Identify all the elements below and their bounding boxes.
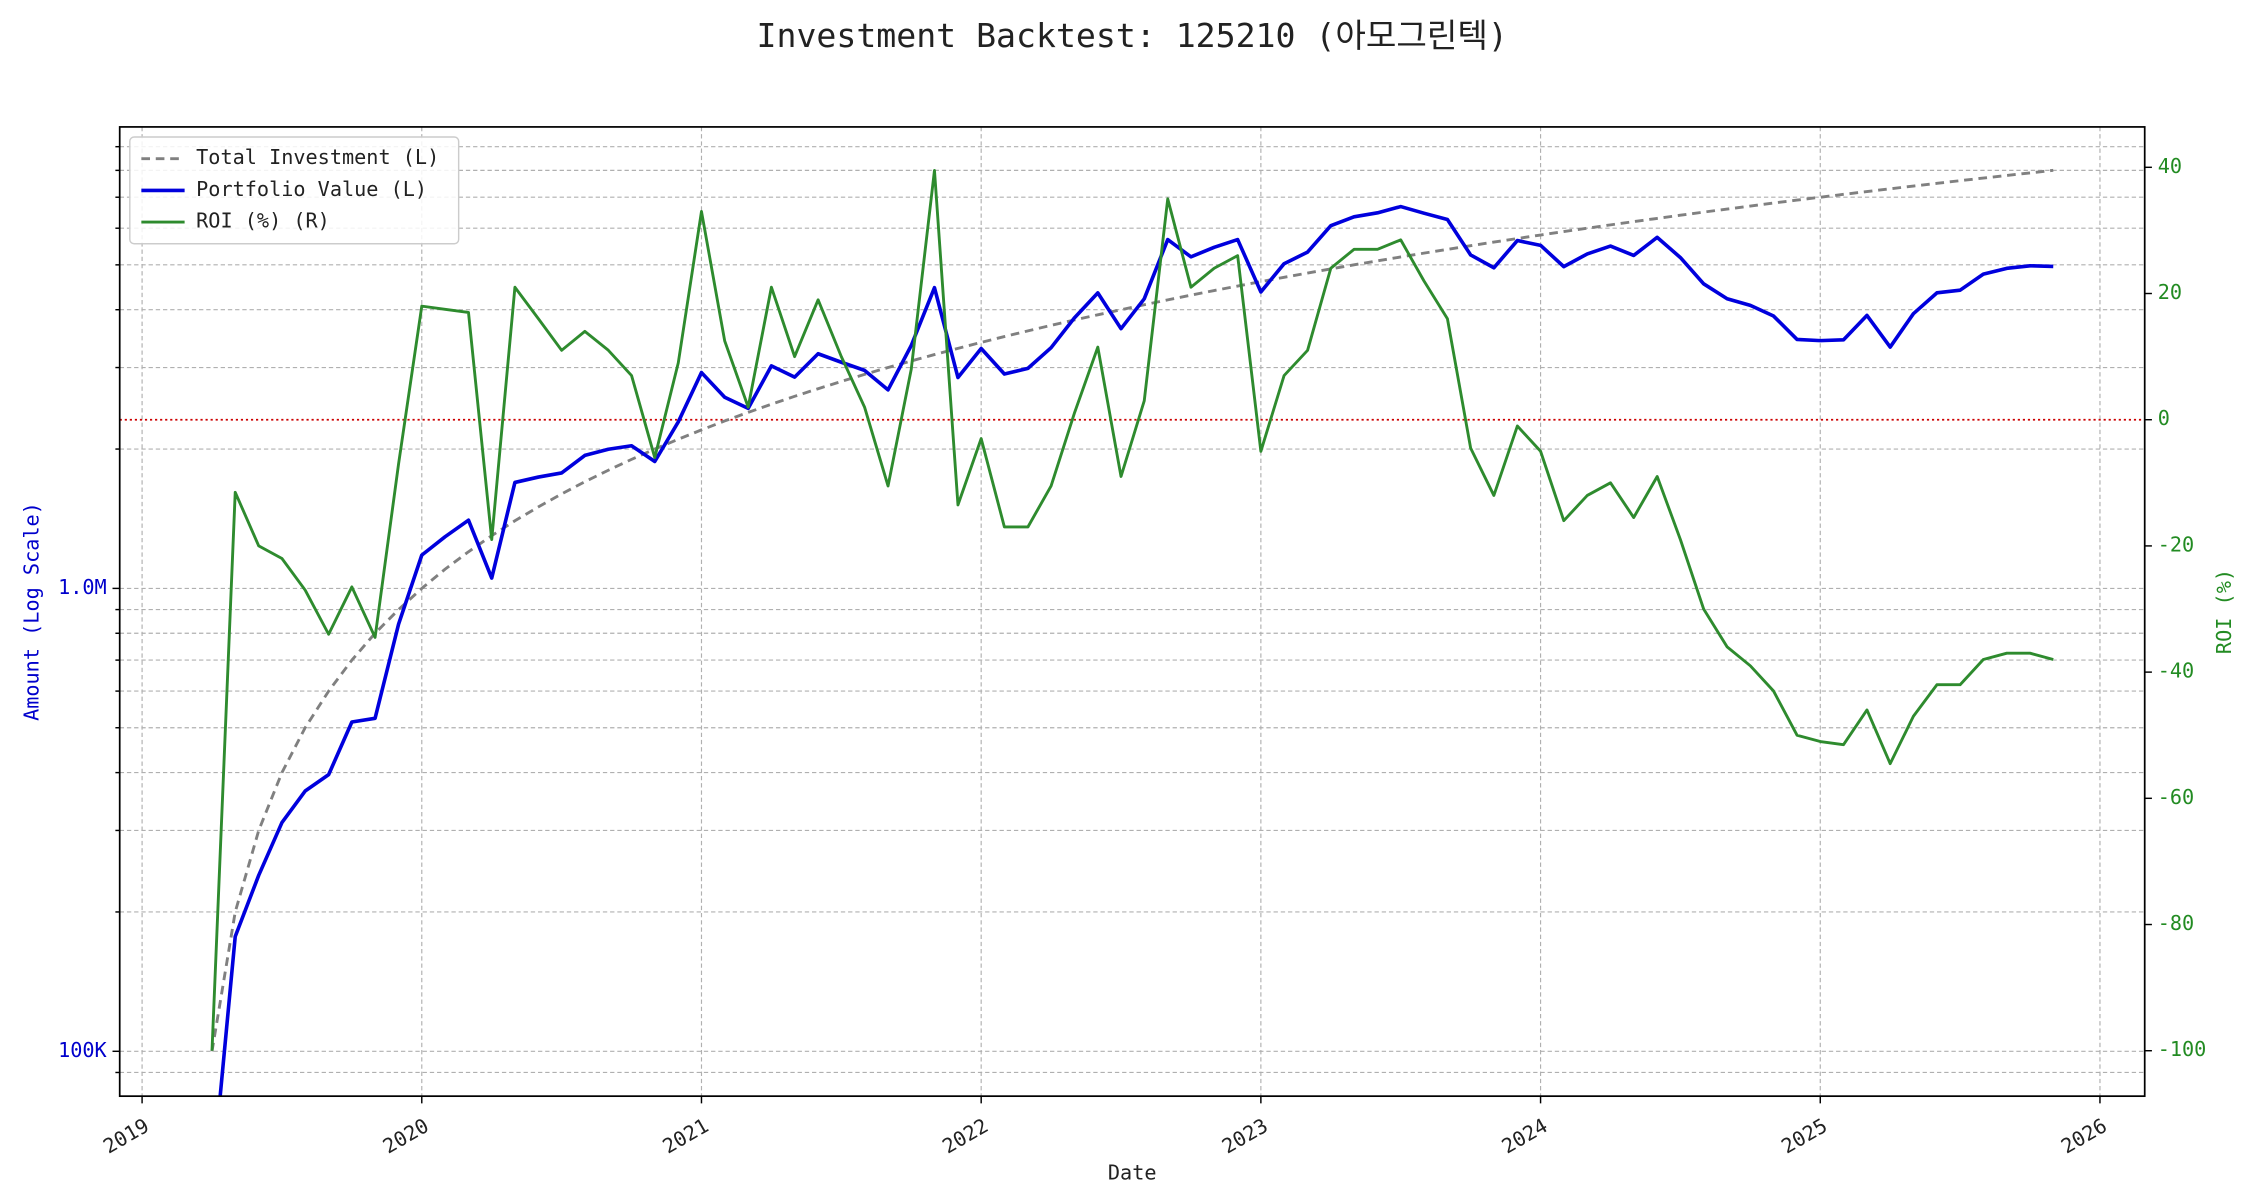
y2-axis-label: ROI (%) [2212,569,2236,654]
y2-tick-label: 40 [2158,154,2182,178]
legend-box [129,136,460,245]
plot-frame [118,126,2146,1098]
chart-title: Investment Backtest: 125210 (아모그린텍) [757,16,1508,55]
x-axis-label: Date [1108,1161,1157,1185]
y-tick-label: 100K [58,1038,107,1062]
y2-tick-label: -100 [2158,1037,2207,1061]
y2-tick-label: -60 [2158,785,2194,809]
y2-tick-label: -80 [2158,911,2194,935]
y2-tick-label: -40 [2158,659,2194,683]
series-line [218,204,2054,1097]
legend-label: ROI (%) (R) [196,209,330,233]
y2-tick-label: 20 [2158,280,2182,304]
plot-area [210,168,2054,1097]
legend-label: Portfolio Value (L) [196,177,427,201]
legend-label: Total Investment (L) [196,145,439,169]
series-line [210,169,2054,1051]
y-axis-label: Amount (Log Scale) [20,502,44,721]
y2-tick-label: -20 [2158,532,2194,556]
series-line [210,168,2054,1052]
y-tick-label: 1.0M [58,575,107,599]
y2-tick-label: 0 [2158,406,2170,430]
